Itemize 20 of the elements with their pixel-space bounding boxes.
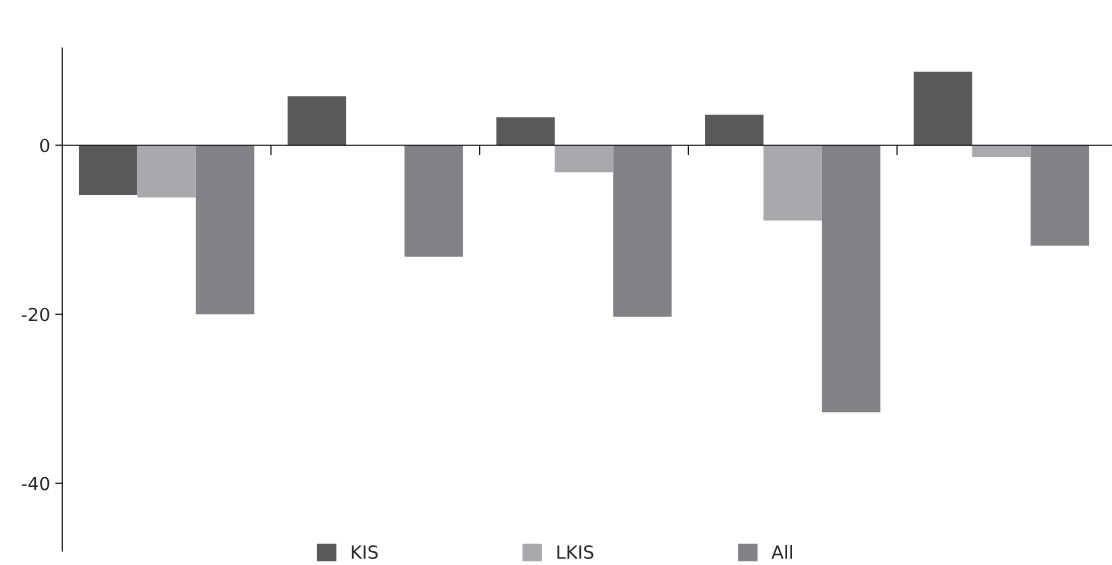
- bar: [496, 117, 555, 146]
- bar: [972, 145, 1031, 158]
- y-tick-label: -20: [21, 307, 50, 322]
- bar: [705, 114, 764, 146]
- bar: [821, 145, 881, 413]
- bar: [78, 145, 138, 196]
- legend-label: LKIS: [557, 545, 594, 559]
- bar: [1030, 145, 1090, 246]
- y-tick-label: -40: [21, 476, 50, 491]
- bar: [763, 145, 822, 221]
- bar: [913, 71, 973, 146]
- bar: [404, 145, 463, 257]
- legend-label: KIS: [351, 545, 378, 559]
- bar: [195, 145, 255, 315]
- y-tick-label: 0: [40, 138, 50, 153]
- legend-label: All: [771, 544, 792, 559]
- bar: [613, 145, 672, 317]
- bar: [137, 145, 196, 198]
- bar: [554, 145, 614, 173]
- bar: [287, 96, 347, 146]
